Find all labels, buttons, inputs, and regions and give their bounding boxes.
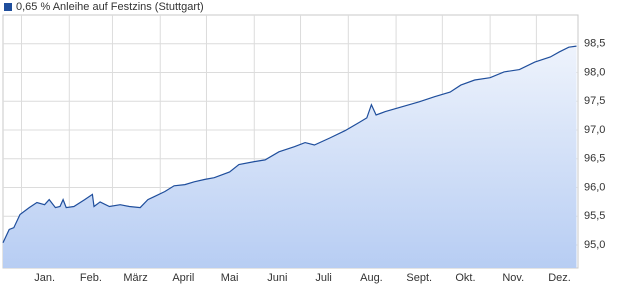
legend-label: 0,65 % Anleihe auf Festzins (Stuttgart): [16, 1, 204, 13]
y-tick-label: 95,0: [584, 239, 605, 251]
x-tick-label: Aug.: [360, 272, 383, 284]
x-tick-label: Nov.: [502, 272, 524, 284]
x-tick-label: Juli: [315, 272, 332, 284]
y-tick-label: 97,5: [584, 95, 605, 107]
x-tick-label: Sept.: [406, 272, 432, 284]
y-tick-label: 98,5: [584, 38, 605, 50]
x-tick-label: Juni: [267, 272, 287, 284]
y-tick-label: 95,5: [584, 210, 605, 222]
y-tick-label: 96,0: [584, 181, 605, 193]
x-tick-label: Dez.: [548, 272, 571, 284]
line: [2, 45, 577, 243]
x-tick-label: Okt.: [455, 272, 475, 284]
legend-swatch: [4, 3, 12, 11]
y-tick-label: 98,0: [584, 66, 605, 78]
y-tick-label: 96,5: [584, 153, 605, 165]
area: [3, 46, 577, 268]
x-tick-label: Mai: [221, 272, 239, 284]
x-tick-label: März: [123, 272, 147, 284]
x-tick-label: April: [172, 272, 194, 284]
x-tick-label: Feb.: [80, 272, 102, 284]
y-tick-label: 97,0: [584, 124, 605, 136]
x-tick-label: Jan.: [34, 272, 55, 284]
